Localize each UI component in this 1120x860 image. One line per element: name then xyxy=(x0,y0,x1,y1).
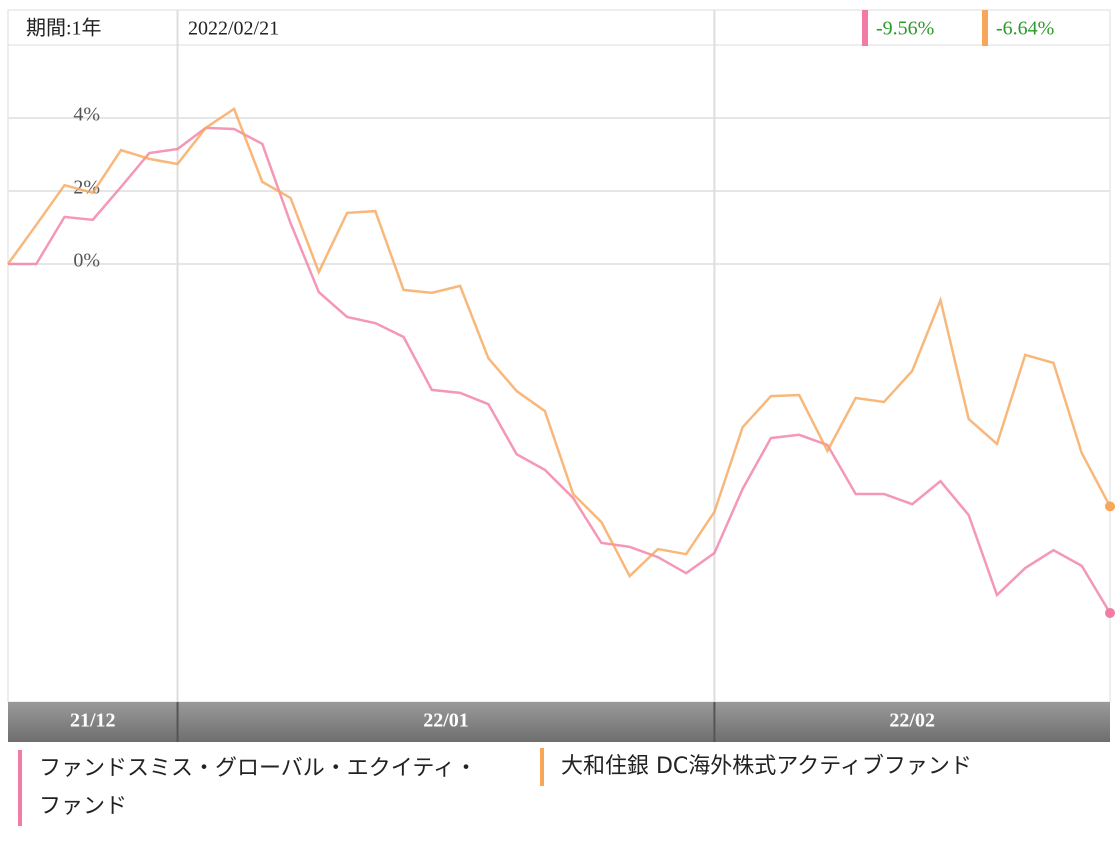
x-band-label: 22/01 xyxy=(423,710,469,732)
plot-frame xyxy=(7,9,1111,703)
y-tick-label: 4% xyxy=(73,104,100,126)
series-line xyxy=(8,126,1112,614)
end-marker xyxy=(1105,501,1115,512)
header-swatch xyxy=(982,10,988,46)
chart: 期間:1年 2022/02/21 0%2%4%21/12 22/01 22/02-9… xyxy=(6,9,1115,742)
x-axis-band xyxy=(8,702,1110,742)
end-marker xyxy=(1105,607,1115,618)
header-value: -6.64% xyxy=(996,18,1054,40)
period-label: 期間:1年 xyxy=(26,17,102,40)
legend-item: ファンドスミス・グローバル・エクイティ・ファンド xyxy=(18,750,479,826)
legend-item: 大和住銀 DC海外株式アクティブファンド xyxy=(540,748,1031,786)
x-band-label: 22/02 xyxy=(889,710,935,732)
date-label: 2022/02/21 xyxy=(188,18,279,40)
x-band-label: 21/12 xyxy=(70,710,116,732)
header-swatch xyxy=(862,10,868,46)
series-line xyxy=(6,106,1112,579)
y-tick-label: 0% xyxy=(73,250,100,272)
header-value: -9.56% xyxy=(876,18,934,40)
